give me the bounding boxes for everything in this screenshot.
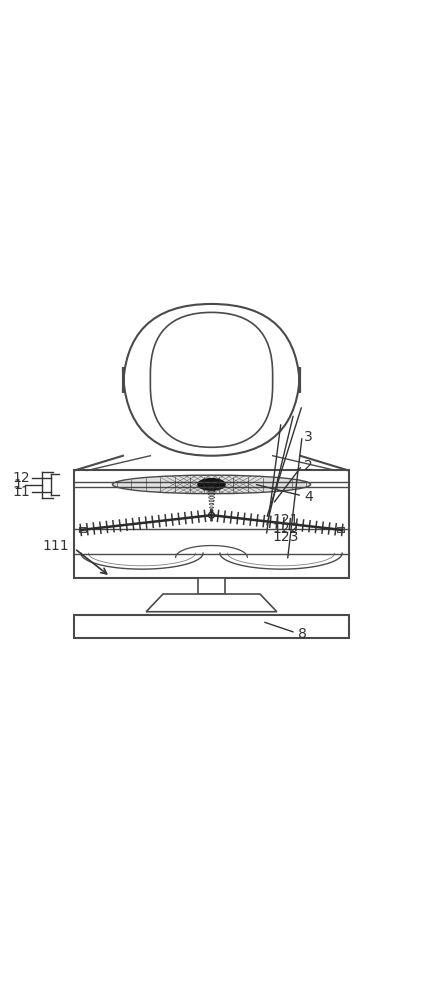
Text: 11: 11 [12, 485, 30, 499]
FancyBboxPatch shape [150, 312, 273, 447]
Bar [79, 527, 86, 532]
Text: 1: 1 [14, 478, 22, 492]
Text: 8: 8 [298, 627, 307, 641]
Text: 12: 12 [12, 471, 30, 485]
Text: 111: 111 [42, 539, 69, 553]
Text: 2: 2 [304, 459, 313, 473]
Text: 4: 4 [304, 490, 313, 504]
Polygon shape [146, 594, 277, 612]
Text: 123: 123 [273, 530, 299, 544]
Circle shape [209, 512, 214, 518]
FancyBboxPatch shape [123, 304, 300, 456]
Text: 121: 121 [273, 513, 299, 527]
Bar [192, 476, 231, 482]
Bar [337, 527, 344, 532]
Bar [74, 615, 349, 638]
Text: 122: 122 [273, 522, 299, 536]
Ellipse shape [113, 475, 310, 494]
Text: 3: 3 [304, 430, 313, 444]
Ellipse shape [198, 478, 225, 490]
Bar [198, 578, 225, 594]
Bar [74, 470, 349, 578]
